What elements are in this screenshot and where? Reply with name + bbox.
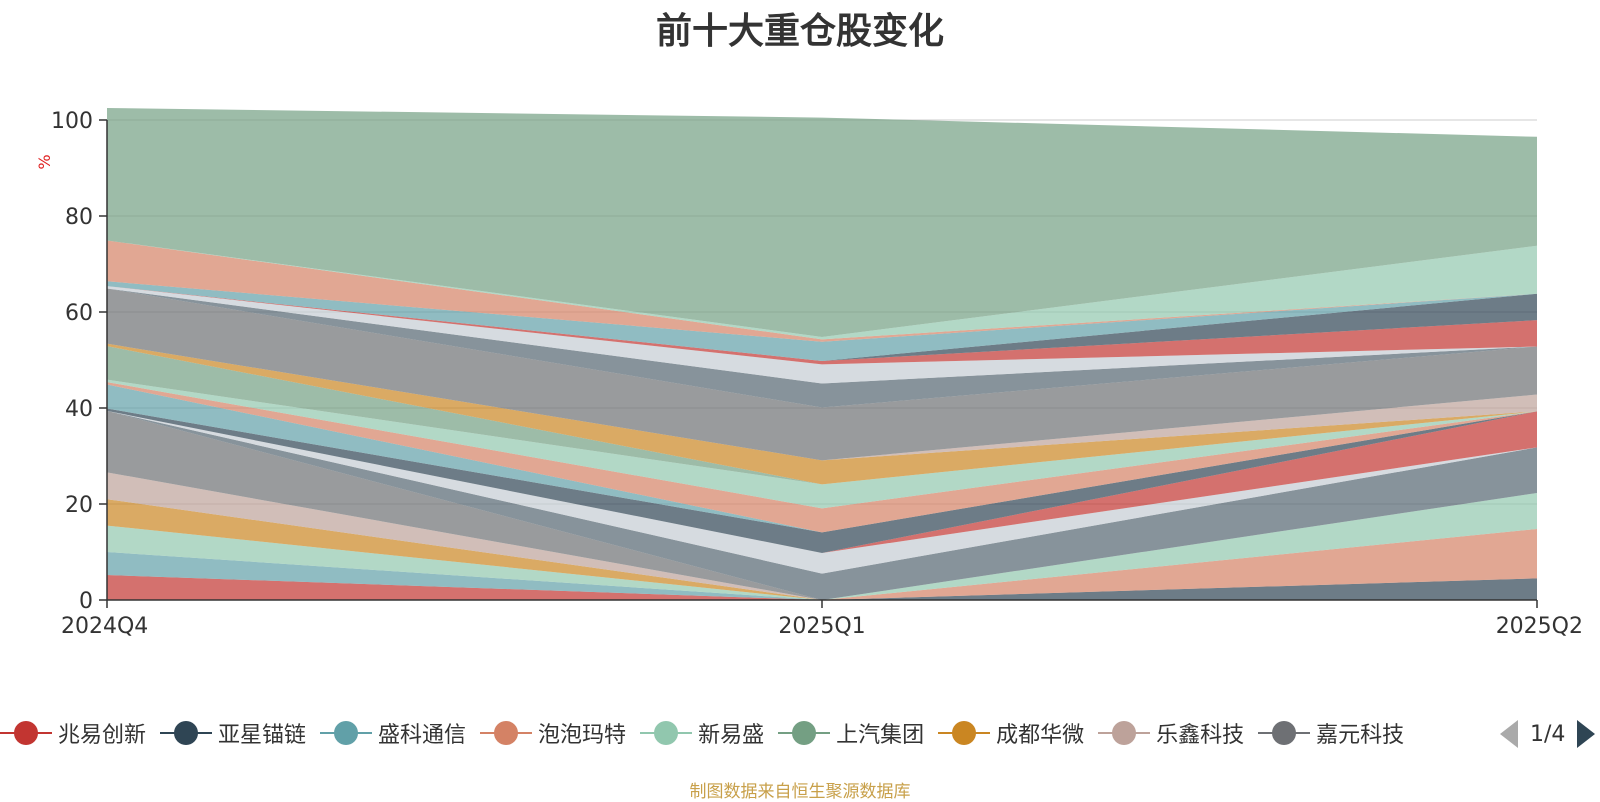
legend-label: 嘉元科技 xyxy=(1316,723,1405,748)
legend-label: 乐鑫科技 xyxy=(1156,723,1245,748)
area-series-11 xyxy=(107,410,1537,553)
area-series-1 xyxy=(107,575,1537,600)
legend-label: 亚星锚链 xyxy=(218,723,307,748)
y-axis-unit-label: % xyxy=(35,154,54,169)
x-tick-label: 2024Q4 xyxy=(61,614,148,639)
area-series-4 xyxy=(107,492,1537,600)
legend-label: 盛科通信 xyxy=(378,723,467,748)
legend-item[interactable]: 新易盛 xyxy=(640,713,764,753)
area-series-15 xyxy=(107,379,1537,509)
legend-marker-icon xyxy=(640,720,693,746)
area-series-2 xyxy=(107,552,1537,600)
y-tick-label: 100 xyxy=(51,109,93,134)
legend-marker-icon xyxy=(0,720,52,746)
legend-label: 新易盛 xyxy=(698,723,765,748)
legend-item[interactable]: 嘉元科技 xyxy=(1258,713,1404,753)
y-tick-label: 20 xyxy=(65,493,93,518)
area-series-18 xyxy=(107,343,1537,461)
area-series-16 xyxy=(107,346,1537,485)
legend-prev-page-button[interactable] xyxy=(1500,720,1518,748)
legend-label: 成都华微 xyxy=(996,723,1085,748)
legend-marker-icon xyxy=(320,720,373,746)
area-series-23 xyxy=(107,286,1537,361)
legend-marker-icon xyxy=(160,720,213,746)
area-series-0 xyxy=(107,575,1537,600)
area-series-27 xyxy=(107,108,1537,337)
area-series-19 xyxy=(107,288,1537,461)
legend-item[interactable]: 盛科通信 xyxy=(320,713,466,753)
area-series-22 xyxy=(107,286,1537,365)
area-series-layer xyxy=(107,108,1537,600)
area-series-3 xyxy=(107,528,1537,600)
area-series-20 xyxy=(107,288,1537,408)
area-series-6 xyxy=(107,492,1537,600)
legend-pager: 1/4 xyxy=(1500,716,1596,752)
area-series-21 xyxy=(107,286,1537,384)
legend-page-indicator: 1/4 xyxy=(1530,721,1566,747)
legend-next-page-button[interactable] xyxy=(1577,720,1596,748)
y-tick-label: 80 xyxy=(65,205,93,230)
x-tick-label: 2025Q1 xyxy=(778,614,865,639)
area-series-9 xyxy=(107,410,1537,600)
legend-item[interactable]: 成都华微 xyxy=(938,713,1084,753)
legend-marker-icon xyxy=(1258,720,1311,746)
legend-marker-icon xyxy=(480,720,533,746)
legend-marker-icon xyxy=(938,720,991,746)
legend-item[interactable]: 泡泡玛特 xyxy=(480,713,626,753)
chart-title: 前十大重仓股变化 xyxy=(655,11,944,52)
area-series-14 xyxy=(107,382,1537,533)
y-tick-label: 60 xyxy=(65,301,93,326)
legend-item[interactable]: 上汽集团 xyxy=(778,713,924,753)
area-series-24 xyxy=(107,281,1537,361)
legend-label: 泡泡玛特 xyxy=(538,723,627,748)
legend-item[interactable]: 兆易创新 xyxy=(0,713,146,753)
legend: 兆易创新 亚星锚链 盛科通信 泡泡玛特 新易盛 上汽集团 成都华微 乐鑫科技 嘉元科技 xyxy=(0,713,1485,753)
legend-label: 兆易创新 xyxy=(58,723,147,748)
y-tick-label: 0 xyxy=(79,589,93,614)
y-tick-label: 40 xyxy=(65,397,93,422)
area-series-10 xyxy=(107,410,1537,574)
area-series-26 xyxy=(107,240,1537,340)
legend-item[interactable]: 亚星锚链 xyxy=(160,713,306,753)
axes: 0 20 40 60 80 100 2024Q4 2025Q1 2025Q2 xyxy=(51,109,1583,639)
area-series-7 xyxy=(107,472,1537,600)
legend-item[interactable]: 乐鑫科技 xyxy=(1098,713,1244,753)
data-source-note: 制图数据来自恒生聚源数据库 xyxy=(689,782,911,802)
area-series-8 xyxy=(107,410,1537,600)
legend-label: 上汽集团 xyxy=(836,723,925,748)
legend-marker-icon xyxy=(1098,720,1151,746)
legend-marker-icon xyxy=(778,720,831,746)
x-tick-label: 2025Q2 xyxy=(1496,614,1583,639)
area-series-25 xyxy=(107,240,1537,342)
